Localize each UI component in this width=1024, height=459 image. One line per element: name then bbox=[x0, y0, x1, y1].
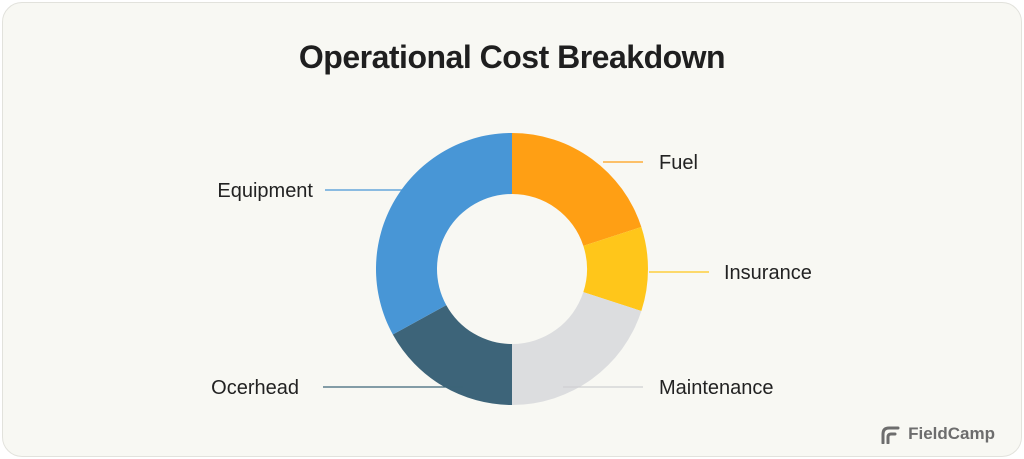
slice-fuel bbox=[512, 133, 642, 246]
slice-label-maintenance: Maintenance bbox=[659, 377, 774, 399]
fieldcamp-logo-icon bbox=[881, 426, 900, 444]
donut-chart: Fuel Insurance Maintenance Ocerhead Equipmen… bbox=[211, 133, 812, 405]
brand-name: FieldCamp bbox=[908, 424, 995, 443]
slice-insurance bbox=[583, 226, 649, 312]
brand-logo: FieldCamp bbox=[880, 424, 995, 444]
slice-ocerhead bbox=[392, 305, 512, 405]
slice-label-fuel: Fuel bbox=[659, 152, 698, 174]
slice-label-insurance: Insurance bbox=[724, 262, 812, 284]
slice-label-equipment: Equipment bbox=[217, 180, 313, 202]
slice-maintenance bbox=[512, 292, 642, 405]
slice-label-ocerhead: Ocerhead bbox=[211, 377, 299, 399]
slice-equipment bbox=[376, 133, 512, 335]
chart-title: Operational Cost Breakdown bbox=[298, 39, 726, 75]
